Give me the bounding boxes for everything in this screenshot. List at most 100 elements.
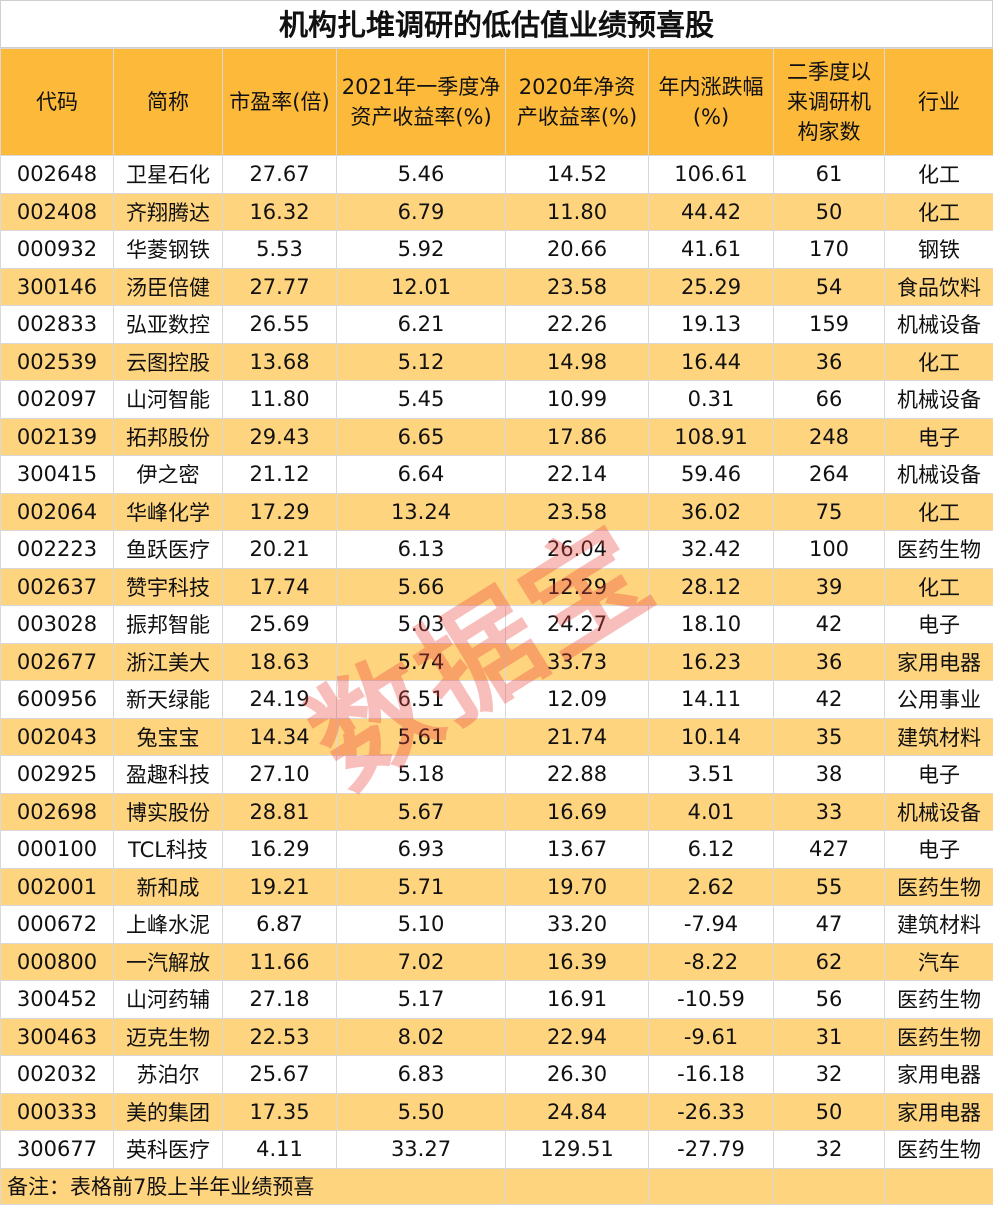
column-header: 2020年净资产收益率(%) xyxy=(506,49,649,156)
table-cell: 16.29 xyxy=(223,831,337,869)
table-cell: 22.94 xyxy=(506,1018,649,1056)
table-cell: 6.51 xyxy=(337,681,506,719)
table-cell: 化工 xyxy=(885,156,993,194)
table-cell: 55 xyxy=(774,868,885,906)
table-cell: 5.66 xyxy=(337,568,506,606)
table-cell: 弘亚数控 xyxy=(114,306,223,344)
table-cell: 鱼跃医疗 xyxy=(114,531,223,569)
table-cell: 25.67 xyxy=(223,1056,337,1094)
table-cell: 002677 xyxy=(1,643,114,681)
table-cell: 云图控股 xyxy=(114,343,223,381)
table-cell: 27.67 xyxy=(223,156,337,194)
table-cell: -16.18 xyxy=(649,1056,774,1094)
table-cell: 21.74 xyxy=(506,718,649,756)
table-cell: 000672 xyxy=(1,906,114,944)
column-header: 行业 xyxy=(885,49,993,156)
table-cell: 33.27 xyxy=(337,1131,506,1169)
table-cell: 11.66 xyxy=(223,943,337,981)
table-cell: 机械设备 xyxy=(885,793,993,831)
table-cell: 5.45 xyxy=(337,381,506,419)
table-cell: -9.61 xyxy=(649,1018,774,1056)
table-cell: 医药生物 xyxy=(885,531,993,569)
table-cell: 新天绿能 xyxy=(114,681,223,719)
footnote-row: 备注：表格前7股上半年业绩预喜 xyxy=(1,1168,993,1204)
table-cell: 化工 xyxy=(885,193,993,231)
table-cell: 6.87 xyxy=(223,906,337,944)
table-cell: 300463 xyxy=(1,1018,114,1056)
table-cell: 21.12 xyxy=(223,456,337,494)
table-cell: 002032 xyxy=(1,1056,114,1094)
table-cell: 41.61 xyxy=(649,231,774,269)
table-cell: 000932 xyxy=(1,231,114,269)
column-header: 简称 xyxy=(114,49,223,156)
table-cell: 医药生物 xyxy=(885,981,993,1019)
table-cell: 6.79 xyxy=(337,193,506,231)
table-cell: 14.52 xyxy=(506,156,649,194)
table-cell: 12.29 xyxy=(506,568,649,606)
table-cell: 16.23 xyxy=(649,643,774,681)
table-cell: 化工 xyxy=(885,493,993,531)
table-cell: 化工 xyxy=(885,568,993,606)
table-cell: 6.64 xyxy=(337,456,506,494)
table-cell: 108.91 xyxy=(649,418,774,456)
table-cell: 6.65 xyxy=(337,418,506,456)
table-cell: 6.93 xyxy=(337,831,506,869)
table-cell: 17.74 xyxy=(223,568,337,606)
table-cell: 002698 xyxy=(1,793,114,831)
table-cell: 家用电器 xyxy=(885,1056,993,1094)
table-cell: 27.10 xyxy=(223,756,337,794)
table-cell: 38 xyxy=(774,756,885,794)
table-cell: 35 xyxy=(774,718,885,756)
table-cell: 32 xyxy=(774,1056,885,1094)
table-cell: 248 xyxy=(774,418,885,456)
table-cell: 浙江美大 xyxy=(114,643,223,681)
table-cell: 16.32 xyxy=(223,193,337,231)
table-cell: 18.63 xyxy=(223,643,337,681)
table-cell: 47 xyxy=(774,906,885,944)
table-cell: TCL科技 xyxy=(114,831,223,869)
table-cell: 002223 xyxy=(1,531,114,569)
table-cell: 33.73 xyxy=(506,643,649,681)
table-cell: 300452 xyxy=(1,981,114,1019)
table-cell: 39 xyxy=(774,568,885,606)
table-cell: 36 xyxy=(774,343,885,381)
table-cell: 家用电器 xyxy=(885,643,993,681)
table-cell: 300146 xyxy=(1,268,114,306)
table-cell: 齐翔腾达 xyxy=(114,193,223,231)
table-cell: 5.10 xyxy=(337,906,506,944)
table-cell: 002001 xyxy=(1,868,114,906)
empty-cell xyxy=(649,1168,774,1204)
table-cell: 医药生物 xyxy=(885,1018,993,1056)
table-cell: 13.68 xyxy=(223,343,337,381)
table-cell: 5.18 xyxy=(337,756,506,794)
table-cell: 002648 xyxy=(1,156,114,194)
table-cell: 62 xyxy=(774,943,885,981)
table-cell: 13.67 xyxy=(506,831,649,869)
table-cell: 002097 xyxy=(1,381,114,419)
table-cell: 002408 xyxy=(1,193,114,231)
table-cell: 19.13 xyxy=(649,306,774,344)
table-cell: 18.10 xyxy=(649,606,774,644)
table-cell: 28.81 xyxy=(223,793,337,831)
table-cell: 拓邦股份 xyxy=(114,418,223,456)
table-cell: 20.66 xyxy=(506,231,649,269)
table-cell: 427 xyxy=(774,831,885,869)
table-cell: 24.27 xyxy=(506,606,649,644)
table-cell: 002925 xyxy=(1,756,114,794)
table-cell: 17.29 xyxy=(223,493,337,531)
table-cell: 27.18 xyxy=(223,981,337,1019)
table-cell: 002139 xyxy=(1,418,114,456)
table-cell: 22.14 xyxy=(506,456,649,494)
table-cell: 山河药辅 xyxy=(114,981,223,1019)
table-cell: 公用事业 xyxy=(885,681,993,719)
table-cell: 159 xyxy=(774,306,885,344)
